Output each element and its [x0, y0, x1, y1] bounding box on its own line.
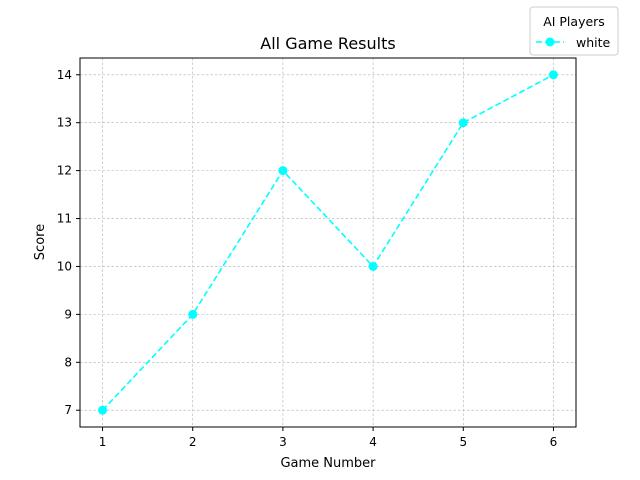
x-tick-label: 2: [189, 435, 197, 449]
x-tick-label: 5: [459, 435, 467, 449]
y-tick-label: 10: [57, 259, 72, 273]
x-axis-label: Game Number: [280, 456, 376, 471]
series-line-white: [101, 74, 554, 411]
legend: AI Players white: [529, 6, 619, 56]
data-point-white: [188, 309, 198, 319]
chart-title: All Game Results: [260, 34, 395, 53]
y-tick-label: 8: [64, 355, 72, 369]
legend-marker-swatch: [545, 37, 555, 47]
plot-frame: [79, 57, 577, 428]
x-tick-label: 4: [369, 435, 377, 449]
data-point-white: [98, 405, 108, 415]
y-tick-label: 11: [57, 212, 72, 226]
series-layer: [98, 70, 558, 415]
x-tick-label: 3: [279, 435, 287, 449]
x-tick-label: 6: [550, 435, 558, 449]
y-axis-label: Score: [33, 224, 48, 260]
y-axis: 7 8 9 10 11 12 13 14: [57, 68, 80, 417]
data-point-white: [368, 261, 378, 271]
x-tick-label: 1: [99, 435, 107, 449]
legend-title: AI Players: [543, 14, 605, 29]
y-tick-label: 14: [57, 68, 72, 82]
y-tick-label: 9: [64, 307, 72, 321]
y-tick-label: 7: [64, 403, 72, 417]
x-axis: 1 2 3 4 5 6: [99, 427, 558, 449]
data-point-white: [548, 70, 558, 80]
grid: [80, 58, 576, 427]
legend-entry-white: white: [576, 35, 611, 50]
y-tick-label: 12: [57, 164, 72, 178]
y-tick-label: 13: [57, 116, 72, 130]
data-point-white: [458, 118, 468, 128]
data-point-white: [278, 166, 288, 176]
